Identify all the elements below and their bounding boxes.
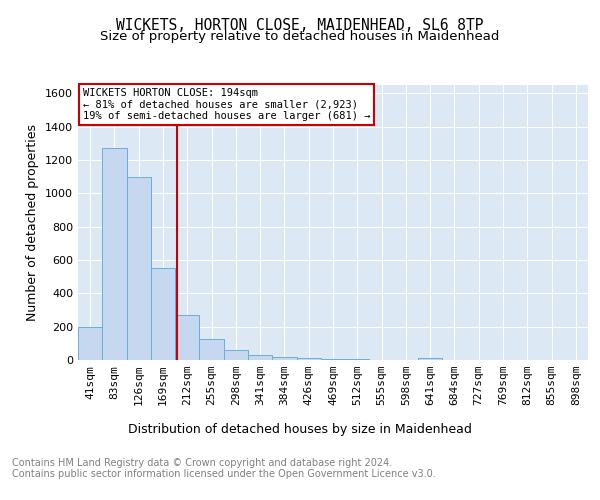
Text: Contains HM Land Registry data © Crown copyright and database right 2024.
Contai: Contains HM Land Registry data © Crown c…	[12, 458, 436, 479]
Text: Size of property relative to detached houses in Maidenhead: Size of property relative to detached ho…	[100, 30, 500, 43]
Bar	[199, 339, 224, 360]
Bar	[151, 268, 175, 360]
Y-axis label: Number of detached properties: Number of detached properties	[26, 124, 40, 321]
Bar	[78, 326, 102, 360]
Text: WICKETS, HORTON CLOSE, MAIDENHEAD, SL6 8TP: WICKETS, HORTON CLOSE, MAIDENHEAD, SL6 8…	[116, 18, 484, 32]
Text: WICKETS HORTON CLOSE: 194sqm
← 81% of detached houses are smaller (2,923)
19% of: WICKETS HORTON CLOSE: 194sqm ← 81% of de…	[83, 88, 371, 121]
Bar	[272, 356, 296, 360]
Bar	[345, 359, 370, 360]
Bar	[296, 358, 321, 360]
Bar	[248, 355, 272, 360]
Bar	[224, 350, 248, 360]
Bar	[418, 358, 442, 360]
Bar	[102, 148, 127, 360]
Text: Distribution of detached houses by size in Maidenhead: Distribution of detached houses by size …	[128, 422, 472, 436]
Bar	[127, 178, 151, 360]
Bar	[321, 358, 345, 360]
Bar	[175, 315, 199, 360]
